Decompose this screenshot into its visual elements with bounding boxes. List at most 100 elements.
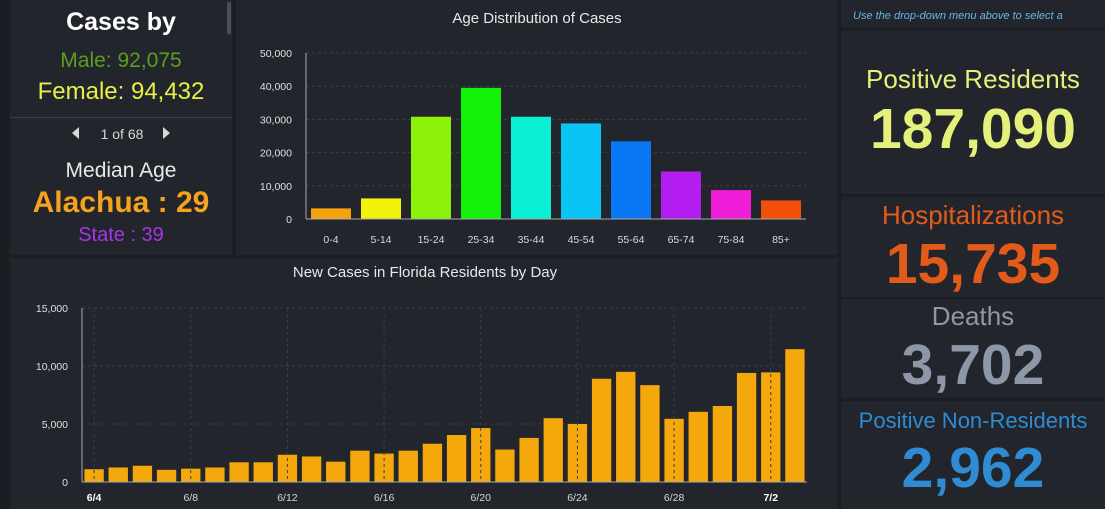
bar-6/18 — [422, 443, 443, 482]
age-distribution-chart: Age Distribution of Cases 0 10,000 20,000 30… — [260, 10, 806, 246]
hospitalizations-value: 15,735 — [885, 232, 1061, 296]
deaths-value: 3,702 — [901, 333, 1045, 397]
bar-5-14 — [361, 198, 401, 219]
next-arrow-icon[interactable] — [163, 127, 170, 139]
pager: 1 of 68 — [10, 124, 232, 144]
x-tick-label: 65-74 — [668, 234, 695, 246]
x-tick-label: 85+ — [772, 234, 790, 246]
x-tick-label: 0-4 — [323, 234, 338, 246]
bar-75-84 — [711, 190, 751, 219]
daily-cases-chart: New Cases in Florida Residents by Day 0 5,… — [36, 264, 807, 504]
bar-25-34 — [461, 87, 501, 219]
x-tick-label: 6/8 — [183, 492, 198, 504]
x-tick-label: 7/2 — [763, 492, 778, 504]
bar-15-24 — [411, 116, 451, 219]
deaths-label: Deaths — [931, 301, 1015, 331]
county-median-age: Alachua : 29 — [32, 186, 210, 219]
hospitalizations-panel: Hospitalizations 15,735 — [841, 197, 1105, 297]
y-tick-label: 30,000 — [260, 114, 292, 126]
bar-6/22 — [519, 437, 539, 482]
bar-6/20 — [471, 428, 491, 482]
instruction-panel: Use the drop-down menu above to select a — [841, 0, 1105, 28]
x-tick-label: 5-14 — [370, 234, 391, 246]
chart-title: New Cases in Florida Residents by Day — [293, 264, 558, 281]
bar-35-44 — [511, 116, 551, 219]
age-chart-panel: Age Distribution of Cases 0 10,000 20,000 30… — [236, 0, 838, 255]
x-tick-label: 35-44 — [518, 234, 545, 246]
bar-6/26 — [616, 371, 636, 482]
bar-6/8 — [181, 468, 201, 482]
instruction-text: Use the drop-down menu above to select a — [853, 10, 1063, 22]
bar-6/7 — [156, 469, 177, 482]
y-tick-label: 10,000 — [260, 181, 292, 193]
bar-6/6 — [132, 465, 153, 482]
x-tick-label: 6/24 — [567, 492, 588, 504]
bar-6/16 — [374, 453, 394, 482]
bar-6/19 — [446, 435, 467, 482]
cases-by-panel: Cases by Male: 92,075 Female: 94,432 1 o… — [10, 0, 232, 255]
x-tick-label: 75-84 — [718, 234, 745, 246]
y-tick-label: 40,000 — [260, 81, 292, 93]
x-tick-label: 15-24 — [418, 234, 445, 246]
x-tick-label: 25-34 — [468, 234, 495, 246]
bar-6/15 — [350, 450, 370, 482]
bar-7/1 — [736, 372, 757, 482]
hospitalizations-label: Hospitalizations — [881, 200, 1065, 230]
bar-6/29 — [688, 411, 708, 482]
x-tick-label: 6/20 — [471, 492, 492, 504]
y-tick-label: 10,000 — [36, 361, 68, 373]
positive-residents-value: 187,090 — [869, 97, 1077, 161]
x-tick-label: 6/28 — [664, 492, 685, 504]
x-tick-label: 55-64 — [618, 234, 645, 246]
pager-label: 1 of 68 — [100, 126, 144, 142]
x-tick-label: 6/16 — [374, 492, 395, 504]
bar-6/21 — [495, 449, 515, 482]
bar-0-4 — [311, 208, 351, 219]
female-count: Female: 94,432 — [37, 78, 205, 105]
bar-55-64 — [611, 141, 651, 219]
y-tick-label: 50,000 — [260, 48, 292, 60]
bar-6/11 — [253, 462, 273, 482]
chart-title: Age Distribution of Cases — [452, 10, 621, 27]
bar-85+ — [761, 200, 801, 219]
bar-45-54 — [561, 123, 601, 219]
bar-65-74 — [661, 171, 701, 219]
bar-6/23 — [543, 418, 563, 482]
bar-6/25 — [591, 378, 612, 482]
state-median-age: State : 39 — [78, 224, 164, 246]
y-tick-label: 5,000 — [42, 419, 68, 431]
bar-6/28 — [664, 418, 684, 482]
x-tick-label: 6/12 — [277, 492, 298, 504]
x-tick-label: 6/4 — [87, 492, 102, 504]
bar-6/14 — [326, 461, 346, 482]
cases-by-title: Cases by — [66, 8, 176, 36]
nonresidents-value: 2,962 — [901, 436, 1045, 500]
nonresidents-label: Positive Non-Residents — [858, 408, 1088, 433]
bar-6/13 — [301, 456, 322, 482]
bar-6/12 — [277, 454, 298, 482]
y-tick-label: 0 — [62, 477, 68, 489]
bar-7/2 — [761, 372, 781, 482]
bar-7/3 — [785, 349, 805, 482]
bar-6/17 — [398, 450, 418, 482]
x-tick-label: 45-54 — [568, 234, 595, 246]
scrollbar[interactable] — [227, 2, 231, 34]
y-tick-label: 15,000 — [36, 303, 68, 315]
bar-6/27 — [640, 385, 660, 482]
daily-chart-panel: New Cases in Florida Residents by Day 0 5,… — [10, 258, 838, 509]
bar-6/4 — [84, 469, 104, 482]
nonresidents-panel: Positive Non-Residents 2,962 — [841, 401, 1105, 509]
y-tick-label: 20,000 — [260, 148, 292, 160]
bar-6/10 — [229, 462, 249, 482]
bar-6/5 — [108, 467, 128, 482]
bar-6/30 — [712, 406, 733, 482]
deaths-panel: Deaths 3,702 — [841, 299, 1105, 398]
median-age-title: Median Age — [65, 159, 177, 182]
male-count: Male: 92,075 — [60, 49, 182, 72]
y-tick-label: 0 — [286, 214, 292, 226]
bar-6/9 — [205, 467, 225, 482]
cases-by-divider — [10, 117, 232, 118]
positive-residents-label: Positive Residents — [866, 64, 1080, 94]
previous-arrow-icon[interactable] — [72, 127, 79, 139]
positive-residents-panel: Positive Residents 187,090 — [841, 31, 1105, 194]
